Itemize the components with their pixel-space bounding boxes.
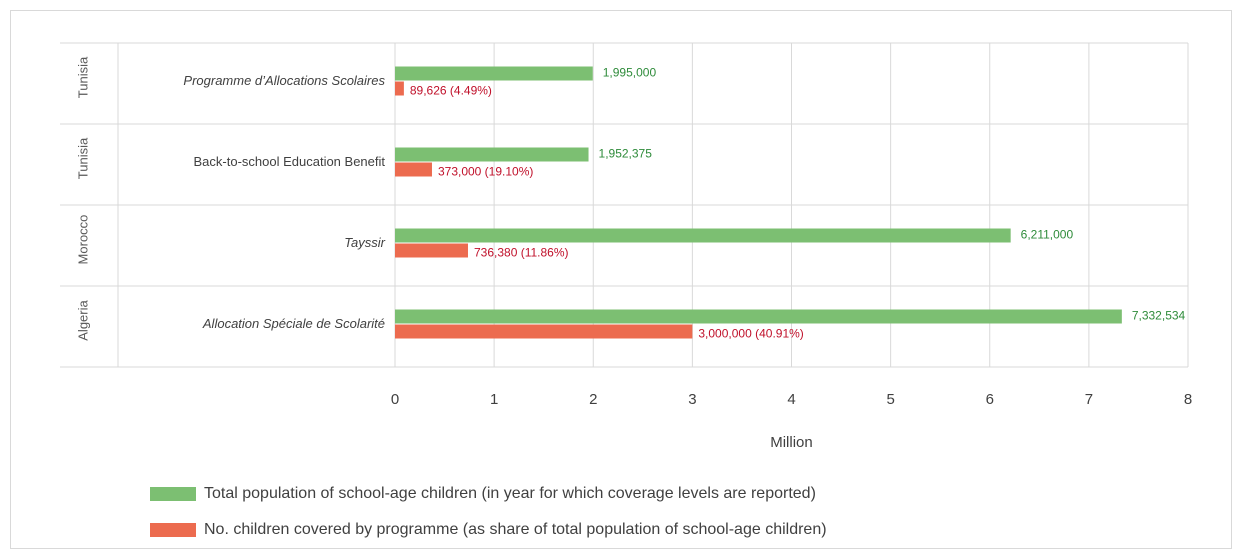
bar-total [395,147,589,162]
x-tick-label-1: 1 [490,391,498,408]
x-tick-label-2: 2 [589,391,597,408]
x-tick-label-4: 4 [787,391,795,408]
category-label: Allocation Spéciale de Scolarité [202,316,385,331]
x-tick-label-7: 7 [1085,391,1093,408]
bar-covered [395,243,468,258]
data-label-covered: 736,380 (11.86%) [474,246,569,260]
x-axis-title: Million [770,434,813,451]
x-tick-label-0: 0 [391,391,399,408]
chart-legend: Total population of school-age children … [150,482,827,554]
data-label-total: 6,211,000 [1021,228,1074,242]
data-label-covered: 3,000,000 (40.91%) [698,327,803,341]
data-label-covered: 89,626 (4.49%) [410,84,492,98]
legend-label-covered: No. children covered by programme (as sh… [204,521,827,538]
bar-total [395,228,1011,243]
chart-frame [10,10,1232,549]
category-label: Back-to-school Education Benefit [194,154,386,169]
x-tick-label-6: 6 [986,391,994,408]
legend-swatch-covered [150,523,196,537]
group-label-algeria: Algeria [75,299,90,340]
legend-label-total: Total population of school-age children … [204,485,816,502]
data-label-covered: 373,000 (19.10%) [438,165,533,179]
bar-covered [395,81,404,96]
data-label-total: 1,995,000 [603,66,657,80]
x-tick-label-3: 3 [688,391,696,408]
category-label: Tayssir [344,235,385,250]
group-label-tunisia: Tunisia [75,137,90,179]
bar-total [395,309,1122,324]
group-label-tunisia: Tunisia [75,56,90,98]
data-label-total: 7,332,534 [1132,309,1186,323]
group-label-morocco: Morocco [75,215,90,265]
bar-total [395,66,593,81]
x-tick-label-8: 8 [1184,391,1192,408]
category-label: Programme d’Allocations Scolaires [183,73,385,88]
bar-chart: Tunisia Programme d’Allocations Scolaires… [60,42,1192,451]
x-tick-label-5: 5 [886,391,894,408]
legend-entry-covered: No. children covered by programme (as sh… [150,518,827,542]
legend-entry-total: Total population of school-age children … [150,482,827,506]
bar-covered [395,324,693,339]
bar-covered [395,162,432,177]
data-label-total: 1,952,375 [599,147,653,161]
legend-swatch-total [150,487,196,501]
